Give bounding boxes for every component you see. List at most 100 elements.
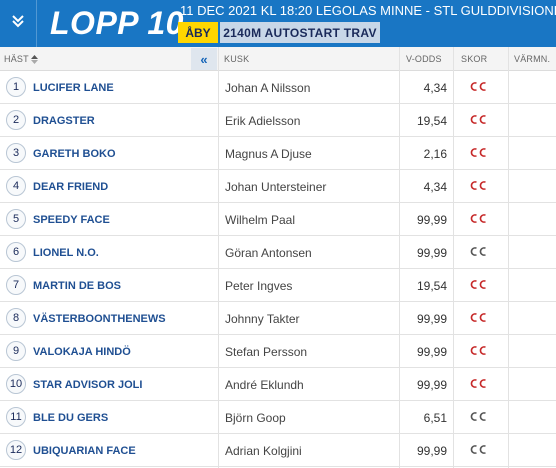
driver-name: Magnus A Djuse xyxy=(225,146,312,161)
table-row[interactable]: 10 STAR ADVISOR JOLI André Eklundh 99,99 xyxy=(0,368,556,401)
shoe-front-icon xyxy=(470,412,477,421)
driver-name: Johnny Takter xyxy=(225,311,300,326)
shoes-indicator xyxy=(470,412,486,421)
shoes-indicator xyxy=(470,313,486,322)
driver-name: Johan A Nilsson xyxy=(225,80,311,95)
shoe-back-icon xyxy=(479,280,486,289)
shoe-front-icon xyxy=(470,379,477,388)
table-row[interactable]: 1 LUCIFER LANE Johan A Nilsson 4,34 xyxy=(0,71,556,104)
shoes-indicator xyxy=(470,148,486,157)
table-row[interactable]: 6 LIONEL N.O. Göran Antonsen 99,99 xyxy=(0,236,556,269)
shoes-indicator xyxy=(470,247,486,256)
horse-name[interactable]: VÄSTERBOONTHENEWS xyxy=(33,312,166,325)
column-divider xyxy=(399,47,400,468)
odds-value: 2,16 xyxy=(423,146,447,161)
horse-name[interactable]: STAR ADVISOR JOLI xyxy=(33,378,143,391)
table-row[interactable]: 4 DEAR FRIEND Johan Untersteiner 4,34 xyxy=(0,170,556,203)
shoes-indicator xyxy=(470,379,486,388)
shoe-back-icon xyxy=(479,214,486,223)
table-header: HÄST « KUSK V-ODDS SKOR VÄRMN. xyxy=(0,47,556,71)
column-trainer[interactable]: VÄRMN. xyxy=(514,54,551,64)
odds-value: 99,99 xyxy=(416,245,447,260)
odds-value: 99,99 xyxy=(416,377,447,392)
table-row[interactable]: 8 VÄSTERBOONTHENEWS Johnny Takter 99,99 xyxy=(0,302,556,335)
start-type-badge: 2140M AUTOSTART TRAV xyxy=(220,22,380,43)
shoe-front-icon xyxy=(470,247,477,256)
track-badge: ÅBY xyxy=(178,22,218,43)
start-number: 2 xyxy=(6,110,26,130)
driver-name: Stefan Persson xyxy=(225,344,308,359)
shoe-back-icon xyxy=(479,247,486,256)
odds-value: 4,34 xyxy=(423,179,447,194)
start-number: 8 xyxy=(6,308,26,328)
horse-name[interactable]: VALOKAJA HINDÖ xyxy=(33,345,131,358)
horse-name[interactable]: MARTIN DE BOS xyxy=(33,279,121,292)
horse-name[interactable]: LUCIFER LANE xyxy=(33,81,114,94)
start-number: 3 xyxy=(6,143,26,163)
table-row[interactable]: 11 BLE DU GERS Björn Goop 6,51 xyxy=(0,401,556,434)
horse-name[interactable]: GARETH BOKO xyxy=(33,147,116,160)
shoe-back-icon xyxy=(479,346,486,355)
shoe-front-icon xyxy=(470,214,477,223)
horse-name[interactable]: BLE DU GERS xyxy=(33,411,109,424)
start-number: 11 xyxy=(6,407,26,427)
header-divider xyxy=(36,0,37,47)
shoes-indicator xyxy=(470,181,486,190)
shoe-front-icon xyxy=(470,82,477,91)
shoe-front-icon xyxy=(470,313,477,322)
sort-icon xyxy=(30,54,38,64)
start-number: 6 xyxy=(6,242,26,262)
shoe-front-icon xyxy=(470,181,477,190)
horse-name[interactable]: UBIQUARIAN FACE xyxy=(33,444,136,457)
shoe-front-icon xyxy=(470,445,477,454)
driver-name: Erik Adielsson xyxy=(225,113,301,128)
driver-name: Göran Antonsen xyxy=(225,245,312,260)
driver-name: Peter Ingves xyxy=(225,278,293,293)
shoe-front-icon xyxy=(470,346,477,355)
table-row[interactable]: 7 MARTIN DE BOS Peter Ingves 19,54 xyxy=(0,269,556,302)
horse-list: 1 LUCIFER LANE Johan A Nilsson 4,34 2 DR… xyxy=(0,71,556,467)
table-row[interactable]: 9 VALOKAJA HINDÖ Stefan Persson 99,99 xyxy=(0,335,556,368)
shoes-indicator xyxy=(470,445,486,454)
driver-name: Adrian Kolgjini xyxy=(225,443,302,458)
chevron-down-icon xyxy=(10,13,26,34)
shoe-back-icon xyxy=(479,313,486,322)
table-row[interactable]: 2 DRAGSTER Erik Adielsson 19,54 xyxy=(0,104,556,137)
collapse-button[interactable]: « xyxy=(191,48,217,70)
column-odds[interactable]: V-ODDS xyxy=(406,54,442,64)
race-info: 11 DEC 2021 KL 18:20 LEGOLAS MINNE - STL… xyxy=(180,3,556,18)
shoe-front-icon xyxy=(470,280,477,289)
shoes-indicator xyxy=(470,115,486,124)
column-divider xyxy=(453,47,454,468)
odds-value: 19,54 xyxy=(416,113,447,128)
start-number: 12 xyxy=(6,440,26,460)
odds-value: 99,99 xyxy=(416,311,447,326)
shoe-front-icon xyxy=(470,115,477,124)
race-selector-toggle[interactable] xyxy=(0,0,36,47)
shoe-back-icon xyxy=(479,445,486,454)
column-divider xyxy=(218,47,219,468)
shoes-indicator xyxy=(470,82,486,91)
driver-name: Björn Goop xyxy=(225,410,286,425)
shoes-indicator xyxy=(470,280,486,289)
odds-value: 99,99 xyxy=(416,344,447,359)
shoes-indicator xyxy=(470,346,486,355)
table-row[interactable]: 3 GARETH BOKO Magnus A Djuse 2,16 xyxy=(0,137,556,170)
horse-name[interactable]: DRAGSTER xyxy=(33,114,95,127)
column-shoes[interactable]: SKOR xyxy=(461,54,488,64)
horse-name[interactable]: SPEEDY FACE xyxy=(33,213,110,226)
horse-name[interactable]: LIONEL N.O. xyxy=(33,246,99,259)
horse-name[interactable]: DEAR FRIEND xyxy=(33,180,109,193)
table-row[interactable]: 5 SPEEDY FACE Wilhelm Paal 99,99 xyxy=(0,203,556,236)
column-horse[interactable]: HÄST xyxy=(4,47,38,71)
shoe-front-icon xyxy=(470,148,477,157)
table-row[interactable]: 12 UBIQUARIAN FACE Adrian Kolgjini 99,99 xyxy=(0,434,556,467)
driver-name: Johan Untersteiner xyxy=(225,179,327,194)
driver-name: Wilhelm Paal xyxy=(225,212,296,227)
column-driver[interactable]: KUSK xyxy=(224,54,250,64)
odds-value: 99,99 xyxy=(416,443,447,458)
shoe-back-icon xyxy=(479,181,486,190)
shoe-back-icon xyxy=(479,412,486,421)
column-divider xyxy=(508,47,509,468)
shoe-back-icon xyxy=(479,148,486,157)
